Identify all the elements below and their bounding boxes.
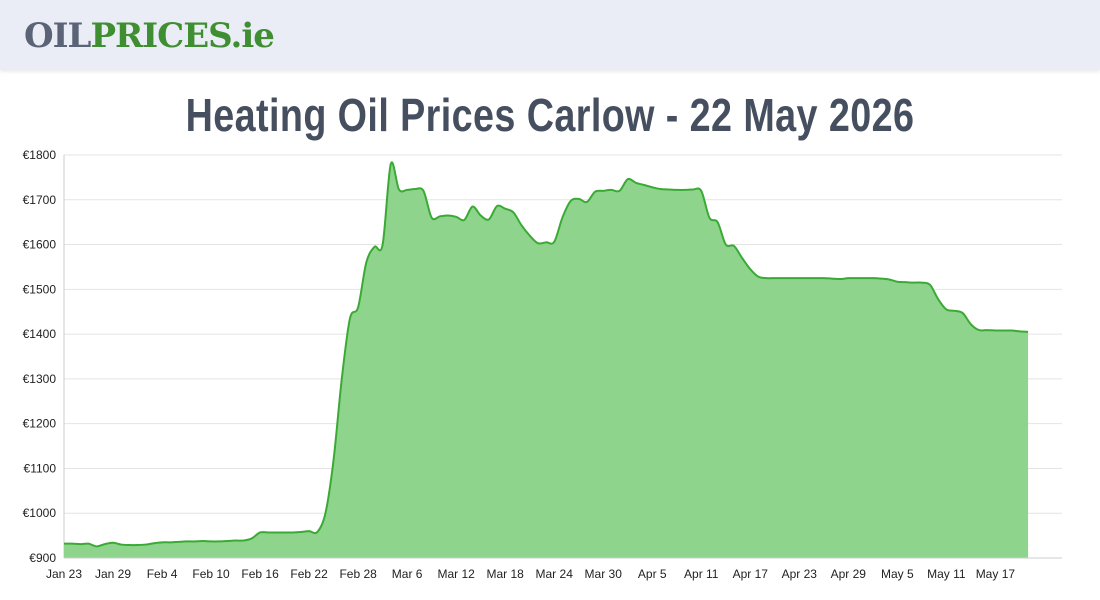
x-tick-label: Mar 6 bbox=[392, 567, 423, 581]
y-tick-label: €1500 bbox=[23, 282, 57, 296]
x-tick-label: Apr 29 bbox=[831, 567, 867, 581]
x-tick-label: Mar 18 bbox=[487, 567, 525, 581]
y-tick-label: €1400 bbox=[23, 327, 57, 341]
x-tick-label: May 11 bbox=[927, 567, 966, 581]
x-tick-label: Apr 23 bbox=[782, 567, 818, 581]
x-tick-label: Apr 11 bbox=[684, 567, 719, 581]
x-tick-label: Feb 10 bbox=[192, 567, 230, 581]
x-tick-label: Jan 23 bbox=[46, 567, 82, 581]
x-tick-label: Feb 4 bbox=[147, 567, 178, 581]
y-tick-label: €1200 bbox=[23, 417, 57, 431]
x-tick-label: Mar 12 bbox=[437, 567, 475, 581]
x-tick-label: May 17 bbox=[976, 567, 1016, 581]
page-title: Heating Oil Prices Carlow - 22 May 2026 bbox=[185, 89, 915, 141]
x-tick-label: May 5 bbox=[881, 567, 914, 581]
y-tick-label: €1700 bbox=[23, 193, 57, 207]
y-tick-label: €1000 bbox=[23, 506, 57, 520]
y-tick-label: €1600 bbox=[23, 238, 57, 252]
logo-text-oil: OIL bbox=[24, 16, 91, 56]
x-tick-label: Mar 30 bbox=[585, 567, 623, 581]
x-tick-label: Feb 28 bbox=[339, 567, 377, 581]
y-tick-label: €1800 bbox=[23, 148, 57, 162]
x-tick-label: Apr 17 bbox=[733, 567, 769, 581]
site-header: OILPRICES.ie bbox=[0, 0, 1100, 70]
x-tick-label: Mar 24 bbox=[536, 567, 574, 581]
site-logo[interactable]: OILPRICES.ie bbox=[24, 14, 275, 58]
x-tick-label: Jan 29 bbox=[95, 567, 131, 581]
y-tick-label: €900 bbox=[29, 551, 56, 565]
logo-text-ie: .ie bbox=[230, 16, 274, 56]
x-tick-label: Feb 16 bbox=[241, 567, 279, 581]
y-tick-label: €1100 bbox=[24, 461, 57, 475]
x-tick-label: Apr 5 bbox=[638, 567, 667, 581]
price-area bbox=[64, 162, 1029, 559]
x-tick-label: Feb 22 bbox=[290, 567, 328, 581]
price-line bbox=[63, 161, 1029, 548]
logo-text-prices: PRICES bbox=[90, 16, 231, 56]
y-tick-label: €1300 bbox=[23, 372, 57, 386]
